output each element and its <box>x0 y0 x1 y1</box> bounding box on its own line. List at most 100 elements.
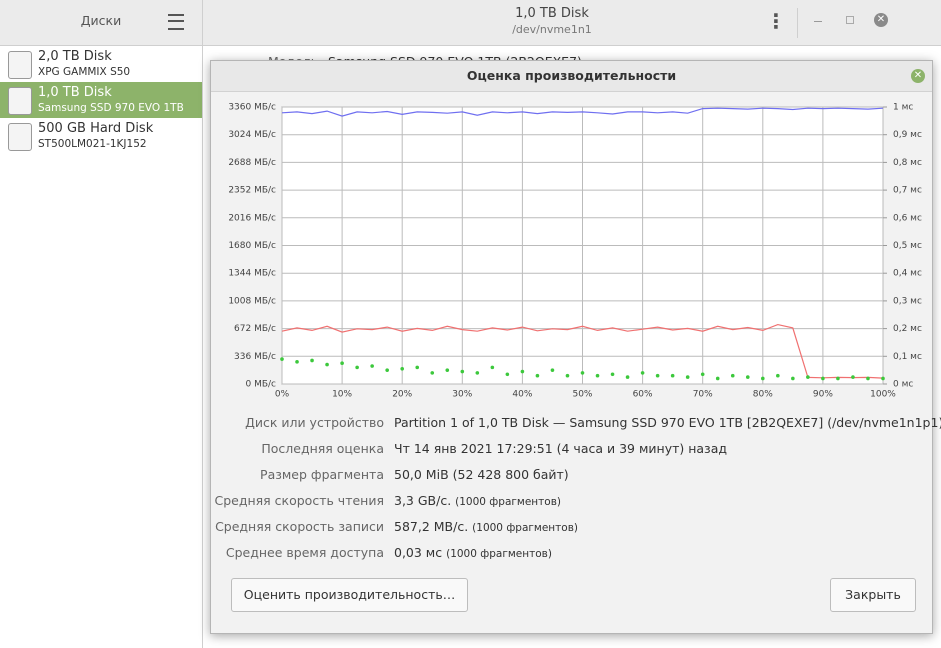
access-time-dot <box>625 375 630 379</box>
access-time-dot <box>310 358 314 363</box>
chart: 0% 10% 20% 30% 40% 50% 60% 70% 80% 90% 100% 0 МБ/с 3… <box>228 103 922 400</box>
disk-name: 1,0 TB Disk <box>38 85 112 100</box>
disk-list: 2,0 TB Disk XPG GAMMIX S50 1,0 TB Disk Sams… <box>0 46 203 648</box>
access-time-dot <box>640 371 645 375</box>
y2-tick-label: 0,6 мс <box>893 213 922 223</box>
y2-tick-label: 0,2 мс <box>893 324 922 334</box>
row-value: 50,0 MiB (52 428 800 байт) <box>394 467 569 482</box>
access-time-dot <box>580 371 585 375</box>
y-tick-label: 3024 МБ/с <box>228 130 276 140</box>
speed-line <box>281 323 884 379</box>
dialog-close[interactable]: ✕ <box>911 69 925 83</box>
y-tick-label: 1008 МБ/с <box>228 296 276 306</box>
access-time-dot <box>791 376 795 381</box>
speed-line <box>281 107 884 117</box>
access-time-dot <box>776 373 780 378</box>
y-tick-label: 2688 МБ/с <box>228 158 276 168</box>
dialog-title: Оценка производительности <box>211 61 932 92</box>
y2-tick-label: 0,5 мс <box>893 241 922 251</box>
minimize[interactable] <box>814 21 822 22</box>
value-text: 50,0 MiB (52 428 800 байт) <box>394 467 569 482</box>
disk-model: Samsung SSD 970 EVO 1TB <box>38 102 184 114</box>
access-time-dot <box>655 373 660 378</box>
access-time-dot <box>836 376 840 381</box>
access-time-dot <box>881 376 885 381</box>
close-button[interactable]: Закрыть <box>830 578 916 612</box>
disk-item[interactable]: 1,0 TB Disk Samsung SSD 970 EVO 1TB <box>0 82 202 118</box>
y2-tick-label: 0,7 мс <box>893 186 922 196</box>
access-time-dot <box>490 365 495 370</box>
disk-icon <box>8 123 32 151</box>
value-text: 587,2 MB/с. <box>394 519 469 534</box>
disk-icon <box>8 87 32 115</box>
access-time-dot <box>761 376 765 381</box>
access-time-dot <box>866 376 870 381</box>
y2-tick-label: 1 мс <box>893 103 913 113</box>
disk-item[interactable]: 2,0 TB Disk XPG GAMMIX S50 <box>0 46 202 82</box>
disk-icon <box>8 51 32 79</box>
sidebar-title: Диски <box>80 13 122 28</box>
access-time-dot <box>280 357 284 361</box>
disk-name: 500 GB Hard Disk <box>38 121 154 136</box>
menu-button[interactable] <box>168 14 184 30</box>
x-tick-label: 100% <box>870 390 896 400</box>
disk-item[interactable]: 500 GB Hard Disk ST500LM021-1KJ152 <box>0 118 202 154</box>
disk-subtitle: /dev/nvme1n1 <box>512 23 592 36</box>
y-tick-label: 672 МБ/с <box>234 324 276 334</box>
access-time-dot <box>700 372 705 377</box>
disk-name: 2,0 TB Disk <box>38 49 112 64</box>
x-tick-label: 90% <box>813 390 833 400</box>
x-tick-label: 80% <box>753 390 773 400</box>
x-tick-label: 60% <box>633 390 653 400</box>
access-time-dot <box>595 373 600 378</box>
value-text: Partition 1 of 1,0 TB Disk — Samsung SSD… <box>394 415 941 430</box>
row-label: Последняя оценка <box>261 441 384 456</box>
access-time-dot <box>685 375 690 379</box>
row-label: Среднее время доступа <box>225 545 384 560</box>
kebab-menu[interactable]: ⋮ <box>766 9 786 33</box>
row-label: Диск или устройство <box>245 415 384 430</box>
access-time-dot <box>520 369 525 374</box>
value-note: (1000 фрагментов) <box>455 496 561 508</box>
y2-tick-label: 0,4 мс <box>893 269 922 279</box>
access-time-dot <box>821 376 825 381</box>
y2-tick-label: 0,3 мс <box>893 296 922 306</box>
row-value: Чт 14 янв 2021 17:29:51 (4 часа и 39 мин… <box>394 441 727 456</box>
access-time-dot <box>325 362 329 367</box>
header-bar: Диски 1,0 TB Disk /dev/nvme1n1 ⋮ ✕ <box>0 0 941 46</box>
row-value: Partition 1 of 1,0 TB Disk — Samsung SSD… <box>394 415 941 430</box>
x-tick-label: 0% <box>275 390 290 400</box>
value-note: (1000 фрагментов) <box>446 548 552 560</box>
access-time-dot <box>610 372 615 377</box>
row-label: Средняя скорость чтения <box>214 493 384 508</box>
access-time-dot <box>295 360 299 364</box>
row-label: Размер фрагмента <box>260 467 384 482</box>
access-time-dot <box>460 369 465 374</box>
y-tick-label: 1344 МБ/с <box>228 269 276 279</box>
y-tick-label: 1680 МБ/с <box>228 241 276 251</box>
access-time-dot <box>565 373 570 378</box>
row-value: 3,3 GB/с. (1000 фрагментов) <box>394 493 561 508</box>
access-time-dot <box>340 361 344 366</box>
access-time-dot <box>715 376 720 381</box>
value-text: Чт 14 янв 2021 17:29:51 (4 часа и 39 мин… <box>394 441 728 456</box>
row-value: 587,2 MB/с. (1000 фрагментов) <box>394 519 578 534</box>
benchmark-dialog: Оценка производительности ✕ 0% 10% 20% 30% 4… <box>210 60 941 634</box>
disk-model: ST500LM021-1KJ152 <box>38 138 147 150</box>
close[interactable]: ✕ <box>874 13 888 27</box>
y2-tick-label: 0 мс <box>893 380 913 390</box>
y-tick-label: 2352 МБ/с <box>228 186 276 196</box>
benchmark-button[interactable]: Оценить производительность… <box>231 578 468 612</box>
y-tick-label: 3360 МБ/с <box>228 103 276 113</box>
access-time-dot <box>415 365 420 370</box>
maximize[interactable] <box>846 16 854 24</box>
value-note: (1000 фрагментов) <box>472 522 578 534</box>
access-time-dot <box>535 373 540 378</box>
access-time-dot <box>355 365 359 370</box>
access-time-dot <box>806 375 810 379</box>
x-tick-label: 50% <box>572 390 592 400</box>
access-time-dot <box>400 366 404 371</box>
y-tick-label: 2016 МБ/с <box>228 213 276 223</box>
access-time-dot <box>370 364 374 368</box>
